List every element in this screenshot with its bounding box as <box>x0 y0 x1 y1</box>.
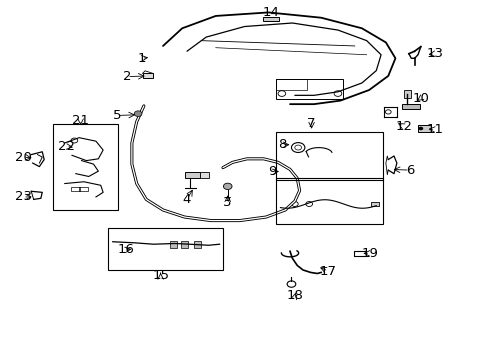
Bar <box>275 178 383 224</box>
Text: 2: 2 <box>122 70 131 83</box>
Bar <box>200 172 208 178</box>
Text: 8: 8 <box>277 138 285 151</box>
Text: 11: 11 <box>426 123 443 136</box>
Text: 16: 16 <box>117 243 134 256</box>
Text: 1: 1 <box>137 52 145 65</box>
Bar <box>181 241 188 248</box>
Bar <box>184 172 200 178</box>
Text: 4: 4 <box>183 193 191 206</box>
Text: 7: 7 <box>307 117 315 130</box>
Text: 10: 10 <box>411 92 428 105</box>
Bar <box>53 123 117 210</box>
Text: 9: 9 <box>267 165 276 179</box>
Text: 5: 5 <box>113 109 122 122</box>
Bar <box>401 104 419 109</box>
Text: 13: 13 <box>426 47 443 60</box>
Circle shape <box>223 183 232 189</box>
Bar <box>108 228 223 270</box>
Bar <box>71 187 80 191</box>
Text: 23: 23 <box>15 190 32 203</box>
Bar <box>370 202 378 207</box>
Text: 6: 6 <box>405 164 413 177</box>
Bar <box>170 241 177 248</box>
Text: 3: 3 <box>223 197 231 210</box>
Text: 22: 22 <box>58 140 75 153</box>
Text: 21: 21 <box>72 113 89 126</box>
Bar <box>194 241 201 248</box>
Circle shape <box>134 111 142 117</box>
Circle shape <box>418 127 423 130</box>
Bar <box>353 251 365 256</box>
Text: 19: 19 <box>361 247 378 260</box>
Bar <box>417 125 430 132</box>
Text: 20: 20 <box>15 150 31 163</box>
Bar <box>275 80 342 99</box>
Text: 15: 15 <box>152 270 169 283</box>
Bar <box>403 90 410 98</box>
Bar <box>262 17 279 21</box>
Text: 18: 18 <box>286 289 303 302</box>
Bar <box>79 187 88 191</box>
Bar <box>142 73 153 78</box>
Bar <box>275 80 306 90</box>
Text: 12: 12 <box>394 120 411 133</box>
Text: 14: 14 <box>262 6 279 19</box>
Text: 17: 17 <box>319 265 336 278</box>
Bar <box>275 132 383 180</box>
